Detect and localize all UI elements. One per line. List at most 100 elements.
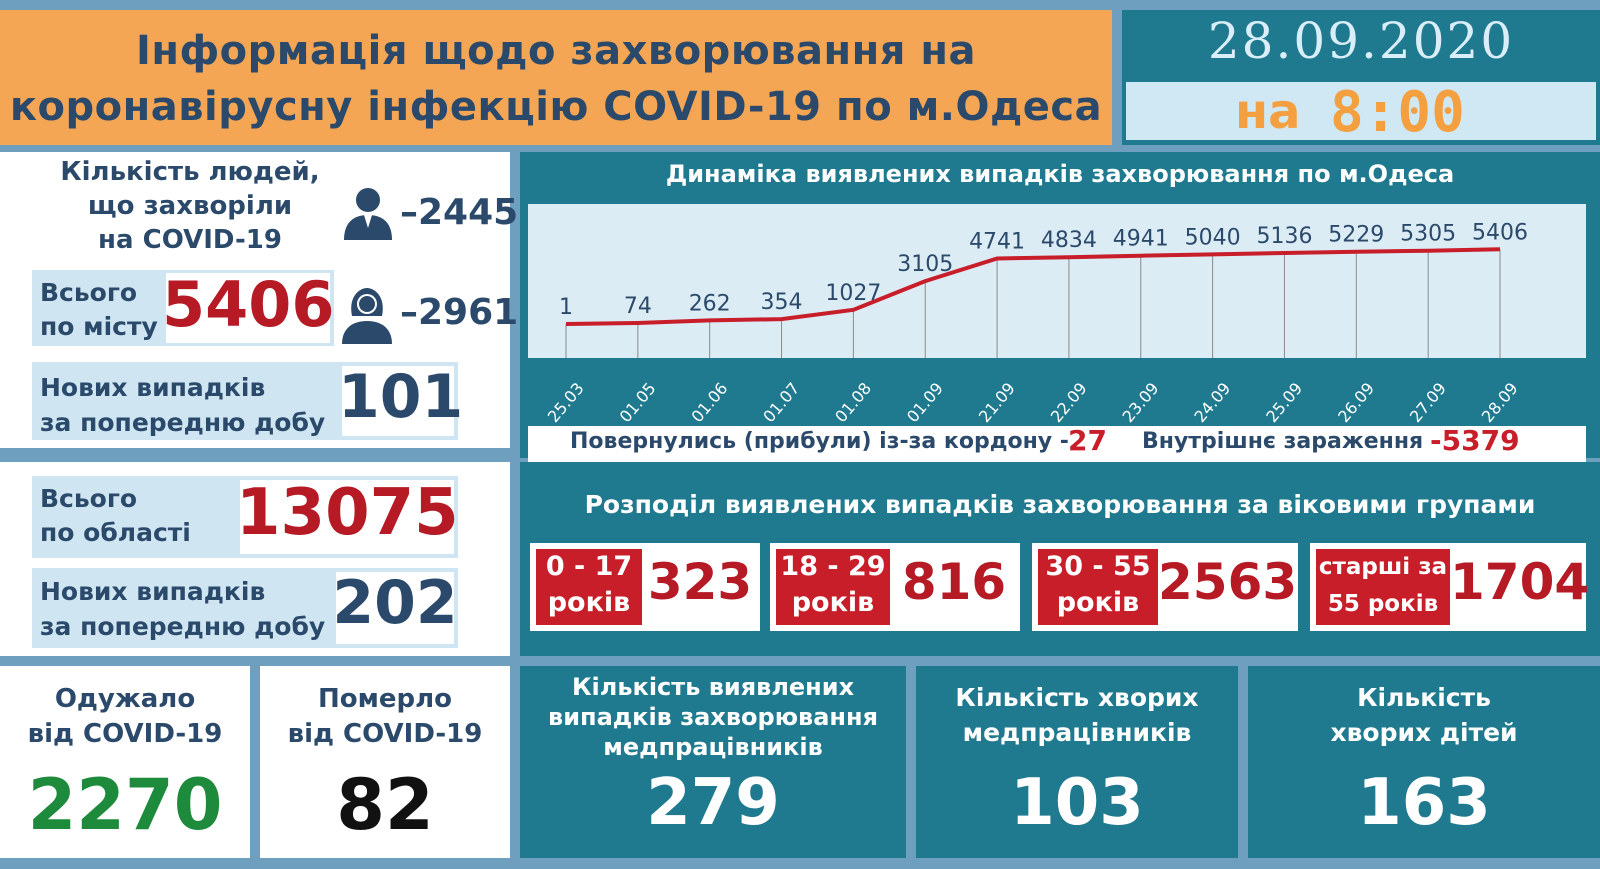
died-label: Померло від COVID-19	[260, 682, 510, 752]
city-new-label-line1: Нових випадків	[40, 373, 266, 402]
city-new-label: Нових випадків за попередню добу	[40, 370, 325, 440]
sick-label-line1: Кількість людей,	[60, 157, 320, 187]
sick-label-line3: на COVID-19	[98, 224, 282, 255]
data-label: 3105	[897, 252, 953, 277]
report-date: 28.09.2020	[1207, 12, 1515, 70]
data-label: 5229	[1328, 223, 1384, 248]
chart-line-svg: 1 74 262 354 1027 3105 4741 4834 4941 5040 5136 522…	[559, 220, 1528, 358]
man-icon	[344, 188, 392, 240]
recovered-label-line2: від COVID-19	[27, 719, 223, 750]
header-title-line2: коронавірусну інфекцію COVID-19 по м.Оде…	[9, 84, 1103, 130]
age-group-18-29: 18 - 29 років 816	[770, 543, 1020, 631]
region-total-value-box	[240, 480, 454, 554]
city-total-value: 5406	[162, 268, 335, 341]
region-new-label-line1: Нових випадків	[40, 577, 266, 606]
died-label-line1: Померло	[317, 684, 453, 714]
medics-sick-panel	[916, 666, 1238, 858]
data-label: 5406	[1472, 220, 1528, 245]
x-tick-label: 01.08	[831, 379, 875, 426]
medics-detected-value: 279	[646, 766, 780, 840]
recovered-label-line1: Одужало	[54, 684, 196, 714]
medics-detected-line1: Кількість виявлених	[571, 673, 855, 701]
age-group-label-line2: років	[547, 587, 631, 619]
age-group-label-line2: років	[1056, 587, 1140, 619]
x-tick-label: 25.03	[544, 379, 588, 426]
city-total-value-box	[166, 273, 330, 343]
age-title: Розподіл виявлених випадків захворювання…	[584, 490, 1536, 519]
women-count: –2961	[400, 292, 519, 333]
chart-plot-area	[528, 204, 1586, 358]
age-group-label: 18 - 29 років	[776, 549, 890, 625]
medics-detected-line3: медпрацівників	[603, 733, 823, 761]
x-tick-label: 01.05	[616, 379, 660, 426]
age-group-label: старші за 55 років	[1316, 549, 1450, 625]
city-total-label-line1: Всього	[40, 278, 138, 307]
x-tick-label: 24.09	[1190, 379, 1234, 426]
sick-label-line2: що захворіли	[87, 190, 293, 221]
header-title-box: Інформація щодо захворювання на коронаві…	[0, 10, 1112, 145]
age-group-label-line2: 55 років	[1327, 590, 1439, 617]
age-group-label-line1: 30 - 55	[1045, 551, 1151, 582]
x-tick-label: 25.09	[1262, 379, 1306, 426]
died-value: 82	[336, 764, 434, 846]
data-label: 1	[559, 295, 573, 320]
origin-strip	[528, 426, 1586, 462]
data-label: 1027	[825, 281, 881, 306]
data-label: 262	[689, 291, 731, 316]
x-tick-label: 27.09	[1406, 379, 1450, 426]
region-new-label-line2: за попередню добу	[40, 612, 326, 641]
children-sick-line2: хворих дітей	[1330, 718, 1518, 747]
data-label: 4941	[1113, 227, 1169, 252]
age-group-label-line1: 18 - 29	[780, 551, 886, 582]
age-group-0-17: 0 - 17 років 323	[530, 543, 760, 631]
x-tick-label: 26.09	[1334, 379, 1378, 426]
medics-sick-label: Кількість хворих медпрацівників	[916, 680, 1238, 750]
age-group-value: 1704	[1450, 553, 1590, 611]
x-axis-ticks: 25.03 01.05 01.06 01.07 01.08 01.09 21.09 22.09…	[544, 379, 1522, 426]
age-group-value: 816	[901, 553, 1007, 611]
region-new-label: Нових випадків за попередню добу	[40, 574, 325, 644]
region-total-value: 13075	[236, 476, 459, 550]
series-line	[565, 247, 1501, 326]
children-sick-line1: Кількість	[1357, 683, 1491, 712]
city-new-value-box	[342, 366, 454, 436]
age-group-value: 2563	[1158, 553, 1298, 611]
data-label: 5305	[1400, 222, 1456, 247]
x-tick-label: 01.07	[759, 379, 803, 426]
age-group-55-plus: старші за 55 років 1704	[1310, 543, 1590, 631]
medics-sick-line1: Кількість хворих	[955, 683, 1199, 712]
age-group-label-line2: років	[791, 587, 875, 619]
children-sick-label: Кількість хворих дітей	[1248, 680, 1600, 750]
data-label: 5040	[1185, 225, 1241, 250]
city-total-label: Всього по місту	[40, 276, 158, 344]
chart-title: Динаміка виявлених випадків захворювання…	[665, 160, 1455, 188]
medics-detected-panel	[520, 666, 906, 858]
city-new-label-line2: за попередню добу	[40, 408, 326, 437]
men-count: –2445	[400, 192, 519, 233]
header-title-line1: Інформація щодо захворювання на	[135, 28, 977, 74]
returned-label: Повернулись (прибули) із-за кордону -	[570, 429, 1069, 454]
medics-sick-value: 103	[1010, 766, 1144, 840]
medics-detected-label: Кількість виявлених випадків захворюванн…	[520, 672, 906, 762]
region-new-value: 202	[332, 568, 458, 638]
data-label: 4834	[1041, 228, 1097, 253]
data-label: 4741	[969, 229, 1025, 254]
age-group-label: 0 - 17 років	[536, 549, 642, 625]
sick-label: Кількість людей, що захворіли на COVID-1…	[40, 156, 340, 257]
age-group-label: 30 - 55 років	[1038, 549, 1158, 625]
region-total-label: Всього по області	[40, 482, 191, 550]
age-group-label-line1: 0 - 17	[545, 551, 633, 582]
city-total-label-line2: по місту	[40, 311, 158, 341]
woman-icon	[342, 288, 392, 344]
age-group-value: 323	[647, 553, 753, 611]
x-tick-label: 01.06	[687, 379, 731, 426]
internal-value: -5379	[1430, 424, 1520, 457]
region-total-label-line1: Всього	[40, 484, 138, 513]
recovered-panel	[0, 666, 250, 858]
report-time: 8:00	[1330, 80, 1465, 145]
recovered-value: 2270	[27, 764, 223, 846]
data-label: 5136	[1256, 224, 1312, 249]
x-tick-label: 23.09	[1119, 379, 1163, 426]
age-group-label-line1: старші за	[1318, 554, 1448, 580]
recovered-label: Одужало від COVID-19	[0, 682, 250, 752]
